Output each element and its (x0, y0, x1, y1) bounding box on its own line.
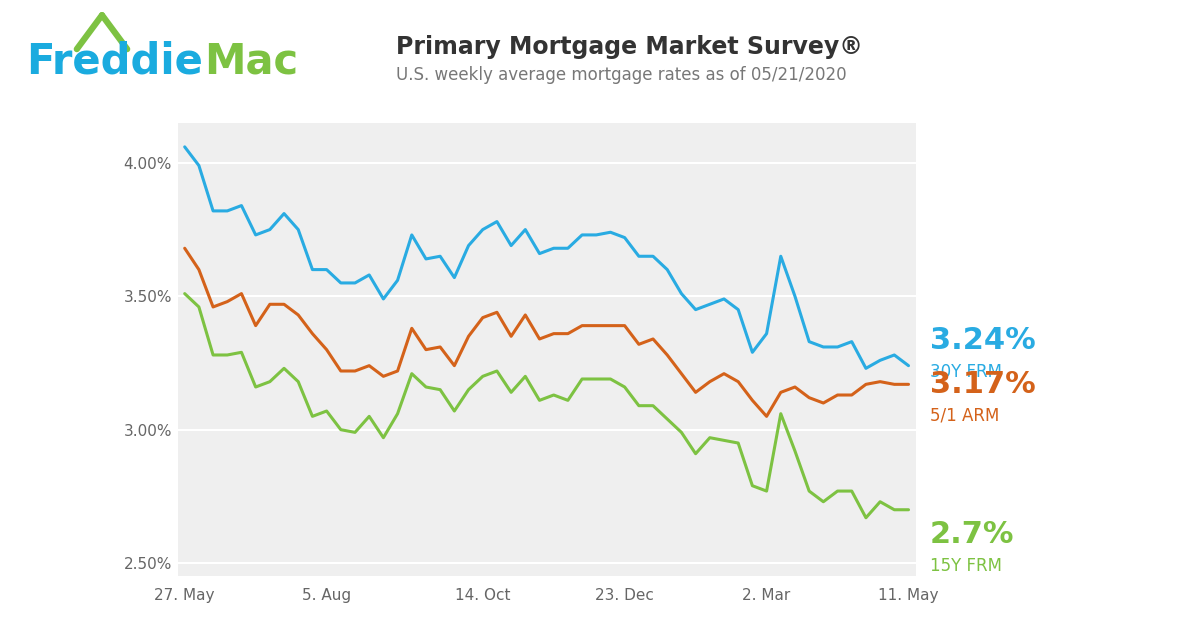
Text: Mac: Mac (204, 41, 298, 83)
Text: 30Y FRM: 30Y FRM (930, 363, 1002, 381)
Text: Freddie: Freddie (26, 41, 203, 83)
Text: 5/1 ARM: 5/1 ARM (930, 407, 1000, 425)
Text: 15Y FRM: 15Y FRM (930, 558, 1002, 575)
Text: 2.7%: 2.7% (930, 520, 1014, 549)
Text: U.S. weekly average mortgage rates as of 05/21/2020: U.S. weekly average mortgage rates as of… (396, 66, 847, 84)
Text: Primary Mortgage Market Survey®: Primary Mortgage Market Survey® (396, 35, 863, 59)
Text: 3.17%: 3.17% (930, 370, 1036, 399)
Text: 3.24%: 3.24% (930, 326, 1036, 355)
